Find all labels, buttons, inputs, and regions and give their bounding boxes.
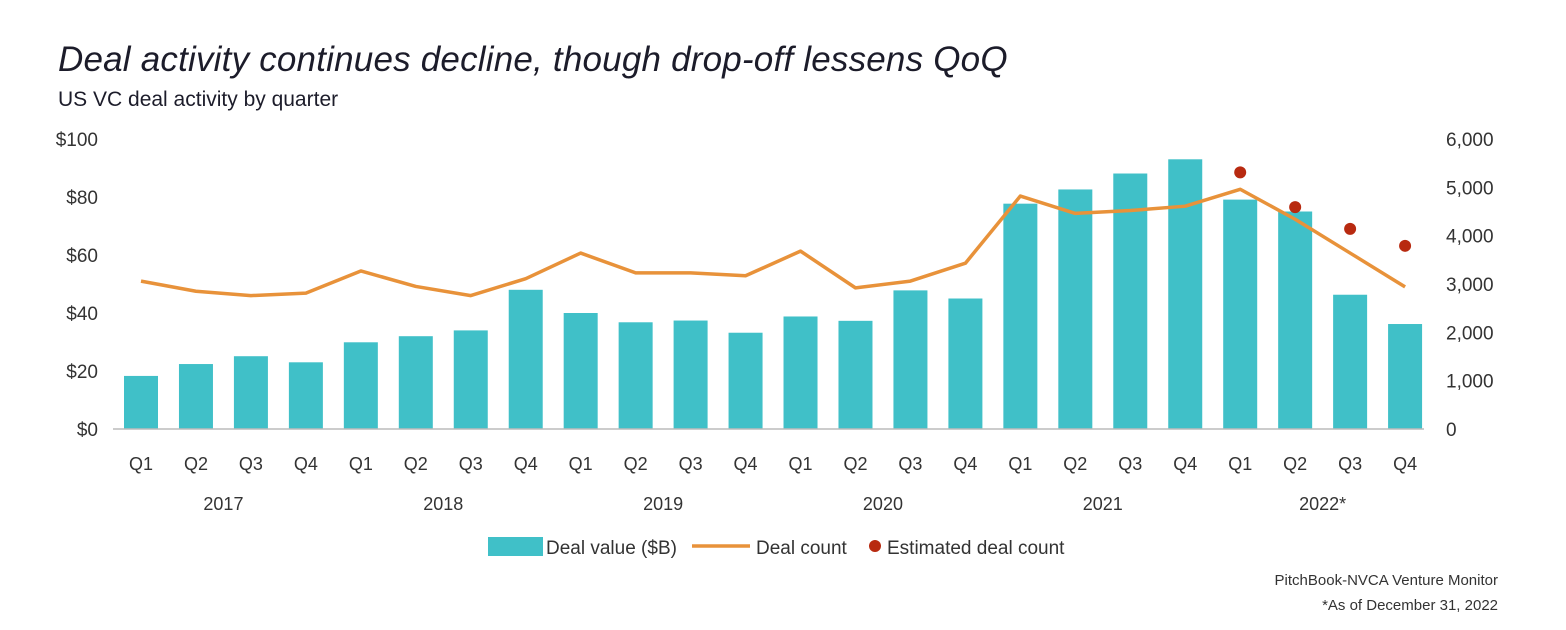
x-tick-label: Q3 <box>679 454 703 474</box>
x-tick-label: Q2 <box>1283 454 1307 474</box>
bar-deal-value <box>563 313 598 429</box>
bar-deal-value <box>783 316 818 429</box>
year-label: 2022* <box>1299 494 1346 514</box>
x-tick-label: Q4 <box>1393 454 1417 474</box>
point-estimated-deal-count <box>1234 166 1247 179</box>
x-tick-label: Q1 <box>129 454 153 474</box>
bar-deal-value <box>893 290 928 429</box>
right-axis-tick: 1,000 <box>1446 372 1494 393</box>
x-tick-label: Q3 <box>239 454 263 474</box>
footnote: *As of December 31, 2022 <box>1322 597 1498 614</box>
point-estimated-deal-count <box>1289 201 1302 214</box>
x-tick-label: Q2 <box>404 454 428 474</box>
x-tick-label: Q4 <box>294 454 318 474</box>
x-tick-label: Q1 <box>1228 454 1252 474</box>
x-tick-label: Q1 <box>349 454 373 474</box>
bar-deal-value <box>1058 189 1093 429</box>
line-deal-count <box>140 187 1406 298</box>
bar-deal-value <box>948 298 983 429</box>
legend-label: Deal count <box>756 538 848 559</box>
left-axis-tick: $20 <box>66 362 98 383</box>
year-label: 2017 <box>203 494 243 514</box>
left-axis-tick: $80 <box>66 188 98 209</box>
x-tick-label: Q3 <box>898 454 922 474</box>
bar-deal-value <box>398 336 433 429</box>
legend-label: Deal value ($B) <box>546 538 677 559</box>
x-tick-label: Q1 <box>569 454 593 474</box>
right-axis-tick: 4,000 <box>1446 227 1494 248</box>
year-label: 2021 <box>1083 494 1123 514</box>
right-axis-tick: 5,000 <box>1446 178 1494 199</box>
x-tick-label: Q2 <box>843 454 867 474</box>
bar-deal-value <box>1333 294 1368 429</box>
right-axis-tick: 0 <box>1446 420 1457 441</box>
x-tick-label: Q3 <box>1338 454 1362 474</box>
source-label: PitchBook-NVCA Venture Monitor <box>1274 572 1498 589</box>
right-axis-tick: 6,000 <box>1446 130 1494 151</box>
year-label: 2019 <box>643 494 683 514</box>
x-tick-label: Q2 <box>624 454 648 474</box>
left-axis-tick: $100 <box>56 130 98 151</box>
bar-deal-value <box>673 320 708 429</box>
right-axis-tick: 2,000 <box>1446 323 1494 344</box>
legend-label: Estimated deal count <box>887 538 1065 559</box>
bar-deal-value <box>1278 211 1313 429</box>
bar-deal-value <box>1388 324 1423 429</box>
year-label: 2020 <box>863 494 903 514</box>
x-tick-label: Q2 <box>1063 454 1087 474</box>
legend-swatch-bar <box>488 537 543 556</box>
bar-deal-value <box>1113 173 1148 429</box>
bar-deal-value <box>288 362 323 429</box>
bar-deal-value <box>178 364 213 429</box>
x-tick-label: Q2 <box>184 454 208 474</box>
bar-deal-value <box>453 330 488 429</box>
bar-deal-value <box>124 375 158 429</box>
left-axis-tick: $0 <box>77 420 98 441</box>
left-axis-tick: $40 <box>66 304 98 325</box>
x-tick-label: Q1 <box>1008 454 1032 474</box>
x-tick-label: Q3 <box>1118 454 1142 474</box>
x-tick-label: Q3 <box>459 454 483 474</box>
legend-swatch-dot <box>869 540 881 552</box>
chart-subtitle: US VC deal activity by quarter <box>58 88 339 111</box>
x-tick-label: Q4 <box>1173 454 1197 474</box>
chart-title: Deal activity continues decline, though … <box>58 40 1008 79</box>
point-estimated-deal-count <box>1399 239 1412 252</box>
bar-deal-value <box>1003 203 1038 429</box>
bar-deal-value <box>728 332 763 429</box>
bar-deal-value <box>343 342 378 429</box>
left-axis-tick: $60 <box>66 246 98 267</box>
bar-deal-value <box>233 356 268 429</box>
x-tick-label: Q4 <box>734 454 758 474</box>
bar-deal-value <box>1223 199 1258 429</box>
bar-deal-value <box>1168 159 1203 430</box>
x-tick-label: Q4 <box>514 454 538 474</box>
year-label: 2018 <box>423 494 463 514</box>
bar-deal-value <box>508 289 543 429</box>
x-tick-label: Q4 <box>953 454 977 474</box>
bar-deal-value <box>838 320 873 429</box>
bar-deal-value <box>618 322 653 429</box>
x-tick-label: Q1 <box>789 454 813 474</box>
right-axis-tick: 3,000 <box>1446 275 1494 296</box>
point-estimated-deal-count <box>1344 222 1357 235</box>
